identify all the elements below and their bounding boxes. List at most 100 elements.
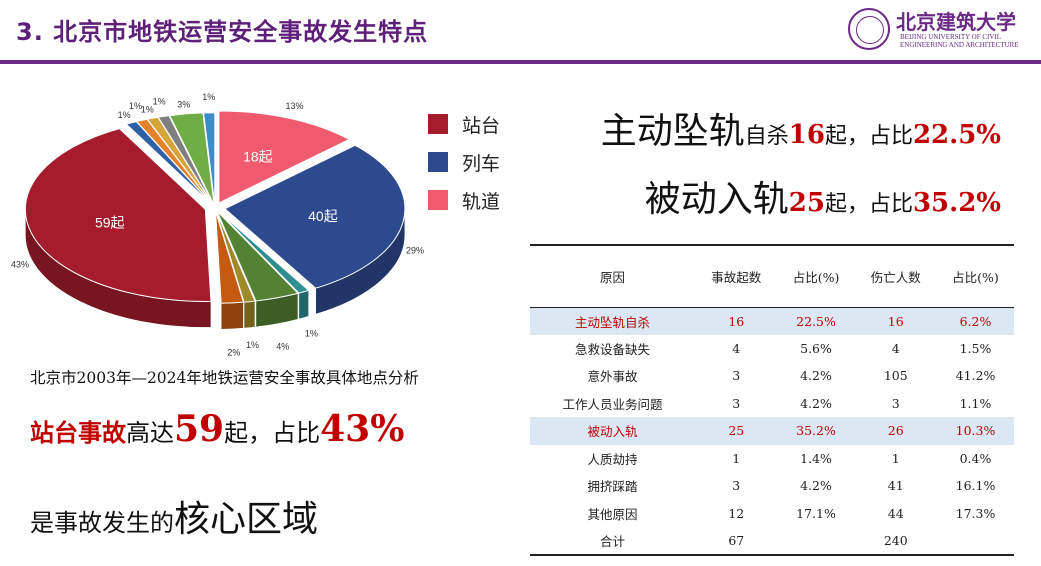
summary-text: 起，占比	[224, 419, 321, 447]
table-cell: 急救设备缺失	[575, 341, 651, 357]
pie-percent-label: 13%	[285, 101, 303, 111]
legend-label: 站台	[462, 114, 501, 137]
legend-swatch	[428, 114, 448, 134]
pie-slice	[224, 144, 406, 289]
table-row: 合计 67 240	[530, 527, 1014, 555]
headline-percent: 35.2%	[912, 188, 1001, 218]
table-cell: 17.3%	[955, 505, 996, 521]
pie-slice	[216, 210, 299, 302]
table-cell: 25	[728, 423, 745, 439]
table-cell: 0.4%	[959, 450, 992, 466]
pie-inner-label: 40起	[308, 208, 338, 224]
table-cell: 人质劫持	[587, 451, 638, 467]
headline-cause: 主动坠轨	[600, 111, 745, 152]
logo-name-en-1: BEIJING UNIVERSITY OF CIVIL	[900, 33, 1002, 41]
summary-core-area: 核心区域	[174, 499, 319, 540]
pie-slice	[203, 112, 216, 205]
pie-inner-label: 59起	[95, 215, 125, 231]
headline-cause: 被动入轨	[644, 179, 789, 220]
pie-percent-label: 1%	[202, 92, 215, 102]
table-cell: 3	[732, 478, 741, 494]
pie-slice	[157, 115, 214, 206]
table-cell: 16.1%	[955, 478, 996, 494]
table-cell: 1.1%	[959, 395, 992, 411]
table-cell: 合计	[600, 533, 626, 549]
pie-percent-label: 1%	[118, 110, 131, 120]
table-cell: 1	[891, 450, 900, 466]
header-casualties: 伤亡人数	[870, 269, 921, 285]
pie-percent-label: 4%	[276, 342, 289, 352]
legend-item-platform: 站台	[428, 105, 500, 143]
table-cell: 1.5%	[959, 340, 992, 356]
table-cell	[778, 527, 855, 555]
pie-percent-label: 1%	[141, 104, 154, 114]
logo-name-en-2: ENGINEERING AND ARCHITECTURE	[900, 41, 1019, 49]
headline-percent: 22.5%	[912, 120, 1001, 150]
table-cell: 5.6%	[800, 340, 832, 356]
legend-label: 列车	[462, 152, 501, 175]
pie-slice	[217, 210, 310, 294]
summary-text: 是事故发生的	[30, 509, 174, 537]
headline-passive: 被动入轨25起，占比35.2%	[645, 170, 1001, 222]
pie-inner-label: 18起	[243, 148, 273, 164]
legend-label: 轨道	[462, 190, 501, 213]
table-cell: 意外事故	[587, 369, 638, 385]
pie-slice	[215, 211, 256, 303]
headline-suicide: 主动坠轨自杀16起，占比22.5%	[601, 102, 1001, 154]
table-cell: 其他原因	[587, 506, 638, 522]
pie-sides	[25, 208, 406, 330]
chart-legend: 站台 列车 轨道	[428, 105, 500, 219]
legend-swatch	[428, 190, 448, 210]
table-cell: 16	[887, 313, 904, 329]
summary-core: 是事故发生的核心区域	[30, 490, 318, 542]
header-count: 事故起数	[711, 269, 762, 285]
table-row: 意外事故 3 4.2% 105 41.2%	[530, 362, 1014, 390]
headline-text: 自杀	[744, 124, 789, 149]
summary-text: 高达	[126, 419, 174, 447]
table-cell	[937, 527, 1014, 555]
pie-percent-label: 1%	[129, 101, 142, 111]
summary-percent: 43%	[320, 408, 405, 450]
summary-count: 59	[174, 408, 225, 450]
pie-tops	[24, 110, 406, 304]
table-cell: 4.2%	[800, 478, 832, 494]
header-count-pct: 占比(%)	[792, 269, 840, 285]
table-header-row: 原因 事故起数 占比(%) 伤亡人数 占比(%)	[530, 245, 1014, 307]
header-cause: 原因	[600, 269, 626, 285]
table-cell: 10.3%	[955, 423, 996, 439]
table-cell: 44	[887, 505, 904, 521]
cause-table: 原因 事故起数 占比(%) 伤亡人数 占比(%) 主动坠轨自杀 16 22.5% 16…	[530, 244, 1014, 556]
table-cell: 6.2%	[959, 313, 992, 329]
table-row: 人质劫持 1 1.4% 1 0.4%	[530, 445, 1014, 473]
table-cell: 41.2%	[955, 368, 996, 384]
legend-swatch	[428, 152, 448, 172]
page-title: 3. 北京市地铁运营安全事故发生特点	[16, 18, 429, 46]
table-cell: 67	[728, 532, 745, 548]
pie-slice-side	[243, 300, 256, 329]
pie-percent-label: 1%	[153, 96, 166, 106]
legend-item-track: 轨道	[428, 181, 500, 219]
table-row: 其他原因 12 17.1% 44 17.3%	[530, 500, 1014, 528]
pie-slice	[24, 128, 212, 302]
university-logo: 北京建筑大学 BEIJING UNIVERSITY OF CIVIL ENGIN…	[840, 6, 1035, 54]
table-row: 被动入轨 25 35.2% 26 10.3%	[530, 417, 1014, 445]
table-cell: 240	[883, 532, 908, 548]
headline-count: 16	[788, 120, 825, 150]
table-row: 工作人员业务问题 3 4.2% 3 1.1%	[530, 390, 1014, 418]
table-cell: 4	[732, 340, 741, 356]
title-divider	[0, 60, 1041, 64]
table-cell: 被动入轨	[587, 424, 638, 440]
summary-red-label: 站台事故	[30, 419, 126, 447]
table-cell: 拥挤踩踏	[587, 479, 638, 495]
table-cell: 4	[891, 340, 900, 356]
pie-percent-label: 3%	[177, 99, 190, 109]
pie-percent-label: 29%	[406, 246, 424, 256]
table-cell: 主动坠轨自杀	[575, 314, 651, 330]
table-row: 拥挤踩踏 3 4.2% 41 16.1%	[530, 472, 1014, 500]
pie-percent-label: 1%	[246, 340, 259, 350]
table-cell: 1.4%	[800, 450, 832, 466]
chart-caption: 北京市2003年—2024年地铁运营安全事故具体地点分析	[30, 369, 419, 387]
pie-slice	[168, 112, 215, 205]
table-row: 主动坠轨自杀 16 22.5% 16 6.2%	[530, 307, 1014, 335]
table-cell: 4.2%	[800, 368, 832, 384]
